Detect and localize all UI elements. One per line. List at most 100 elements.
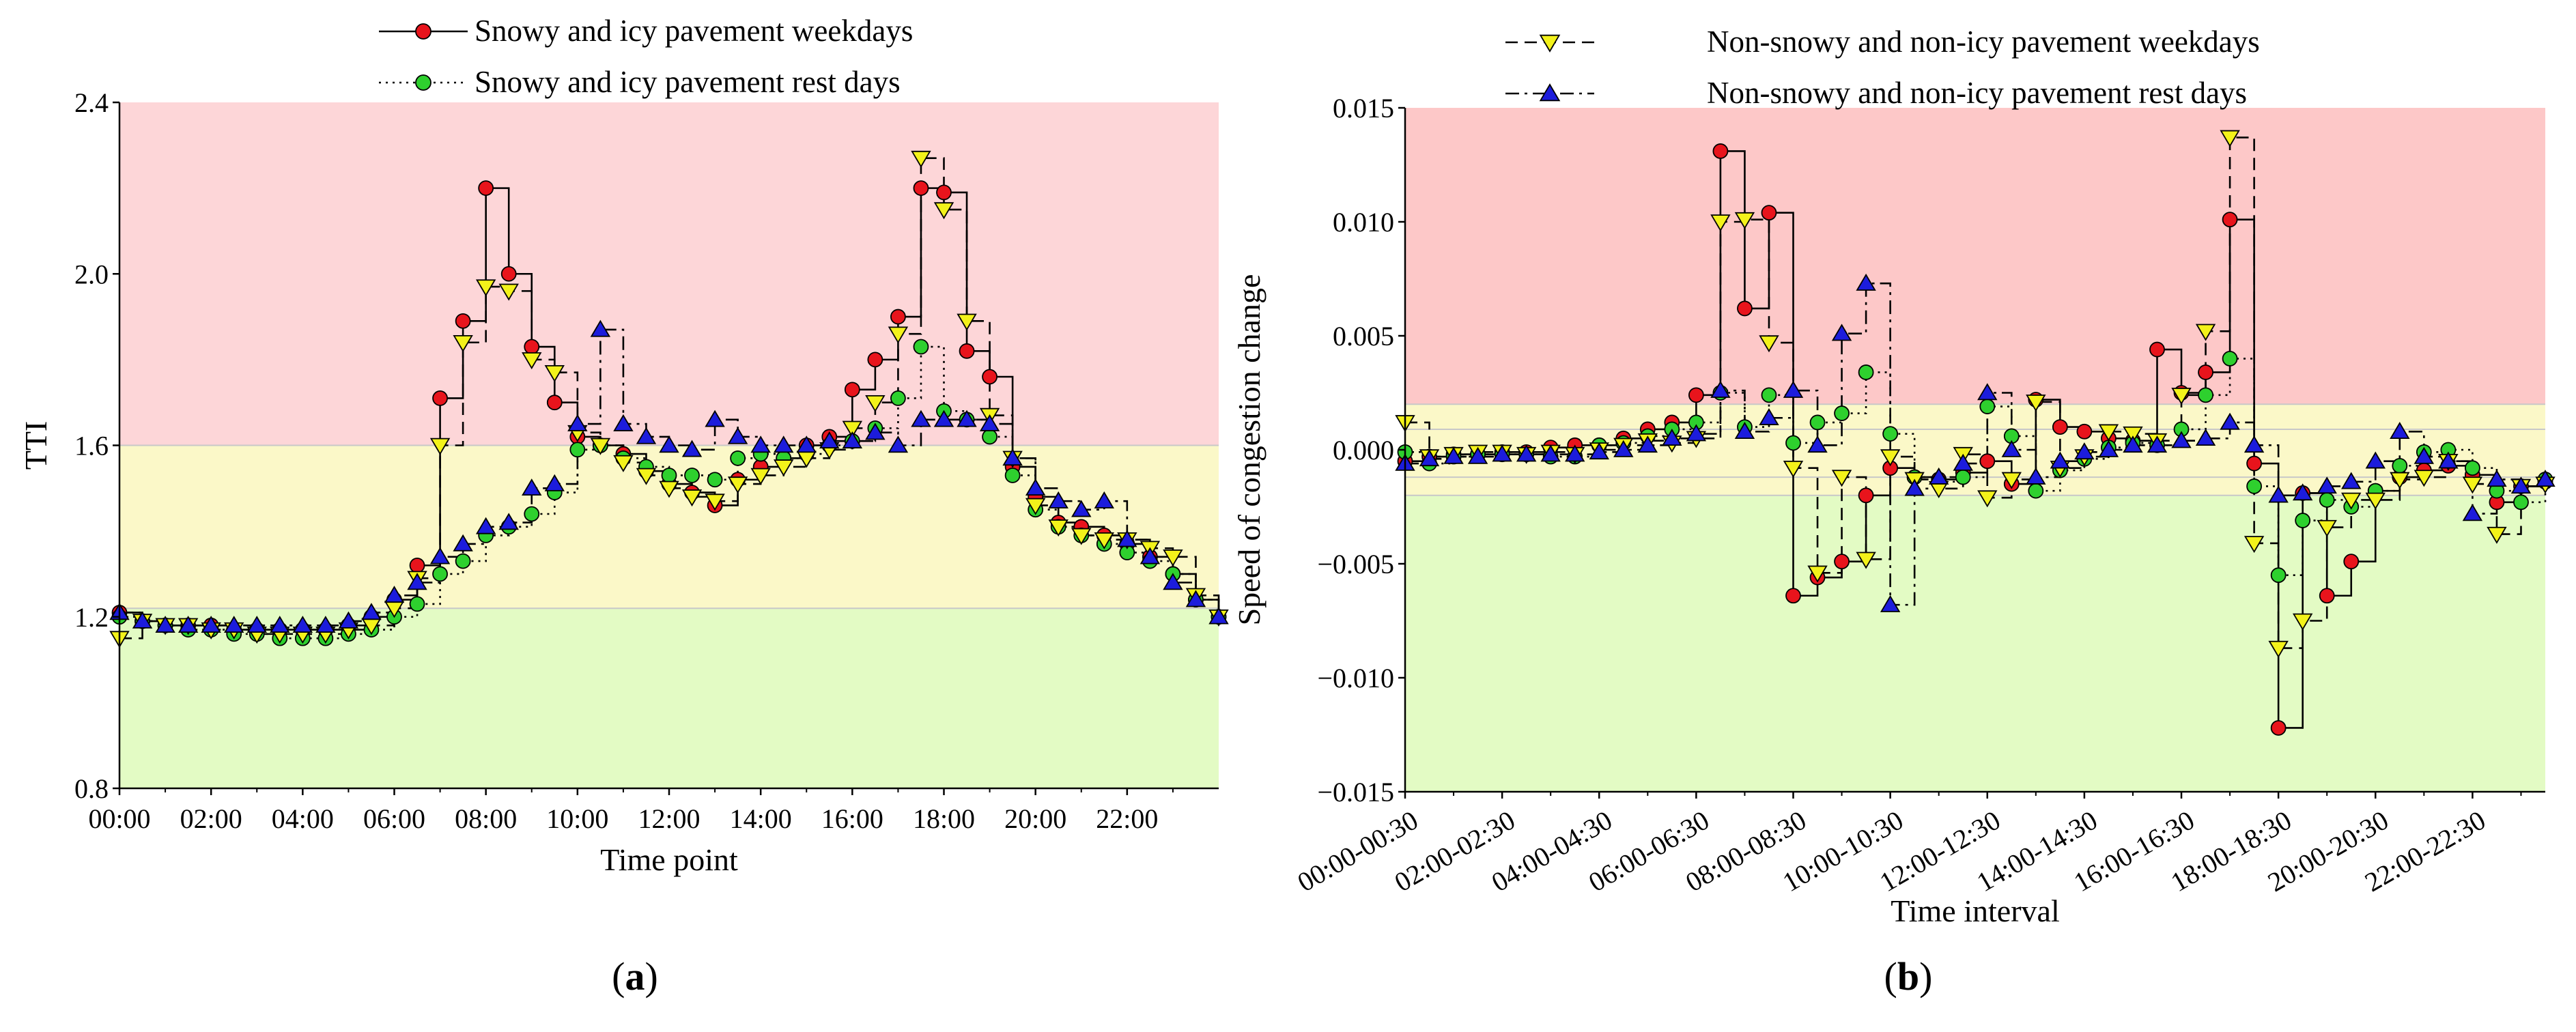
data-point [2195,429,2216,446]
data-point [2246,455,2263,472]
data-point [2074,442,2095,460]
data-point [2028,483,2044,499]
data-point [2195,324,2216,341]
legend-marker-1 [1539,34,1561,53]
data-point [2222,351,2238,367]
data-point [498,513,519,530]
data-point [774,459,794,477]
data-point [2365,492,2386,510]
data-point [1117,530,1137,547]
data-point [1071,528,1092,545]
data-point [1856,551,1876,569]
data-point [1071,500,1092,517]
data-point [705,410,725,427]
data-point [2341,472,2362,489]
data-point [681,440,703,457]
data-point [865,395,886,412]
data-point [407,573,427,590]
data-point [2343,554,2360,570]
data-point [1858,487,1874,504]
data-point [2317,476,2337,494]
data-point [890,390,906,406]
data-point [1955,469,1971,485]
y-axis-label: Speed of congestion change [1232,274,1266,626]
data-point [707,472,723,488]
data-point [750,435,771,453]
data-point [2462,476,2483,494]
data-point [1831,324,1852,341]
legend-marker-2 [1539,83,1561,102]
data-point [2438,451,2459,469]
data-point [1140,547,1161,564]
data-point [819,431,840,448]
data-point [936,184,952,201]
data-point [409,557,425,573]
data-point [155,616,175,633]
data-point [2414,446,2435,464]
data-point [1419,449,1440,467]
data-point [982,369,997,385]
x-tick-label: 04:00 [272,803,334,834]
data-point [567,414,588,431]
data-point [2052,419,2068,435]
legend-label-2: Snowy and icy pavement rest days [475,65,901,99]
data-point [842,431,863,448]
data-point [2268,485,2289,503]
data-point [913,339,929,355]
data-point [1880,449,1901,467]
data-point [613,455,634,472]
data-point [1904,478,1925,496]
data-point [1979,453,1996,470]
data-point [636,427,657,444]
data-point [544,364,565,382]
x-tick-label: 14:00 [730,803,792,834]
data-point [613,414,634,431]
data-point [1834,405,1850,421]
data-point [842,420,863,438]
data-point [636,468,657,485]
data-point [2198,364,2213,380]
data-point [2026,467,2046,485]
data-point [498,283,519,301]
data-point [2392,457,2408,474]
data-point [1783,380,1804,398]
data-point [2390,422,2410,440]
data-point [1185,590,1206,607]
data-point [315,616,336,633]
data-point [429,438,451,455]
data-point [661,468,677,483]
data-point [1831,470,1852,487]
data-point [1208,607,1229,625]
data-point [1809,414,1826,431]
data-point [2319,588,2335,604]
data-point [1977,490,1998,508]
data-point [2487,470,2507,487]
data-point [727,427,748,444]
legend-marker-2 [415,74,431,91]
data-point [774,435,794,453]
data-point [475,517,496,534]
data-point [2171,388,2192,405]
data-point [913,180,929,197]
data-point [224,616,244,633]
data-point [2487,526,2507,544]
data-point [1094,491,1114,508]
data-point [979,414,1000,431]
data-point [2295,513,2311,528]
data-point [2513,494,2529,511]
data-point [361,603,382,620]
data-point [2535,470,2556,487]
x-tick-label: 10:00 [546,803,608,834]
data-point [1589,442,1609,460]
data-point [1710,380,1731,398]
data-point [681,489,703,507]
data-point [455,313,471,329]
data-point [750,468,771,485]
data-point [432,390,448,406]
data-point [727,476,748,494]
data-point [500,266,517,282]
data-point [1492,444,1512,462]
data-point [178,616,199,633]
y-tick-label: 0.010 [1333,207,1394,238]
